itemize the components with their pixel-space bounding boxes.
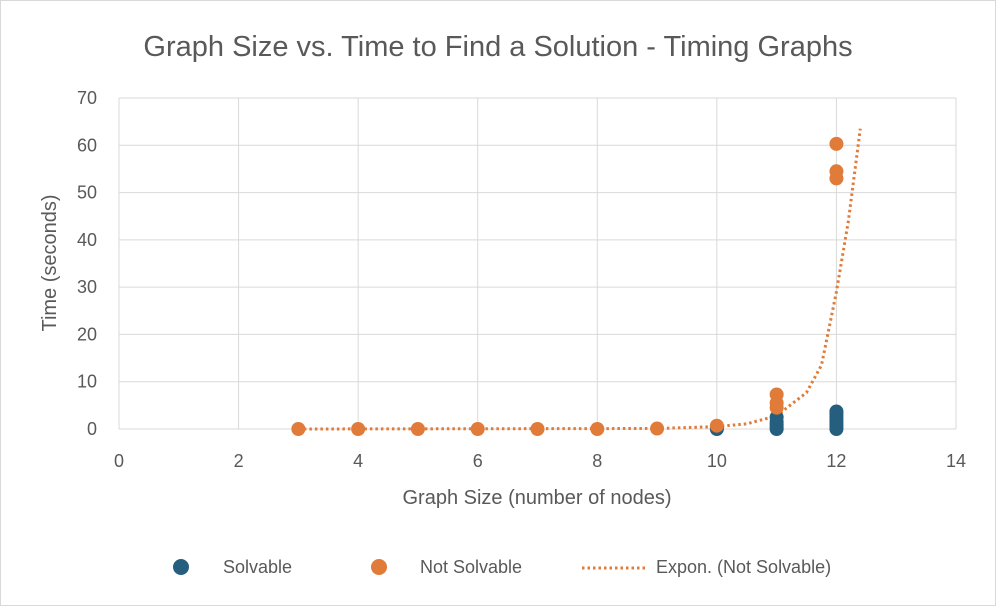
x-tick-label: 2: [234, 451, 244, 471]
point-not-solvable: [829, 164, 844, 179]
y-tick-label: 30: [77, 277, 97, 297]
y-tick-label: 40: [77, 230, 97, 250]
x-tick-label: 12: [826, 451, 846, 471]
legend-item-trendline: Expon. (Not Solvable): [582, 557, 831, 577]
x-axis-ticks: 0 2 4 6 8 10 12 14: [114, 451, 966, 471]
point-not-solvable: [769, 387, 784, 402]
y-tick-label: 20: [77, 324, 97, 344]
chart-title: Graph Size vs. Time to Find a Solution -…: [143, 31, 852, 63]
point-not-solvable: [410, 422, 425, 436]
y-tick-label: 10: [77, 372, 97, 392]
x-tick-label: 8: [592, 451, 602, 471]
point-not-solvable: [829, 136, 844, 151]
y-tick-label: 60: [77, 135, 97, 155]
y-axis-title: Time (seconds): [39, 194, 61, 331]
x-tick-label: 4: [353, 451, 363, 471]
legend-label-not-solvable: Not Solvable: [420, 557, 522, 577]
point-not-solvable: [470, 422, 485, 436]
x-tick-label: 10: [707, 451, 727, 471]
y-tick-label: 70: [77, 88, 97, 108]
x-tick-label: 6: [473, 451, 483, 471]
point-not-solvable: [291, 422, 306, 436]
y-tick-label: 50: [77, 183, 97, 203]
legend: Solvable Not Solvable Expon. (Not Solvab…: [173, 557, 831, 577]
legend-label-solvable: Solvable: [223, 557, 292, 577]
y-axis-ticks: 0 10 20 30 40 50 60 70: [77, 88, 97, 439]
legend-marker-solvable: [173, 559, 189, 575]
x-tick-label: 14: [946, 451, 966, 471]
legend-item-not-solvable: Not Solvable: [371, 557, 522, 577]
x-axis-title: Graph Size (number of nodes): [402, 487, 671, 509]
trendline-layer: [298, 128, 862, 431]
point-not-solvable: [590, 422, 605, 436]
point-not-solvable: [530, 422, 545, 436]
point-not-solvable: [709, 418, 724, 433]
legend-label-trendline: Expon. (Not Solvable): [656, 557, 831, 577]
x-tick-label: 0: [114, 451, 124, 471]
legend-marker-not-solvable: [371, 559, 387, 575]
gridlines: [118, 97, 957, 430]
trendline-expon: [298, 128, 862, 431]
point-not-solvable: [650, 421, 665, 436]
y-tick-label: 0: [87, 419, 97, 439]
point-not-solvable: [351, 422, 366, 436]
data-points: [291, 136, 844, 436]
legend-item-solvable: Solvable: [173, 557, 292, 577]
point-solvable: [829, 404, 844, 419]
